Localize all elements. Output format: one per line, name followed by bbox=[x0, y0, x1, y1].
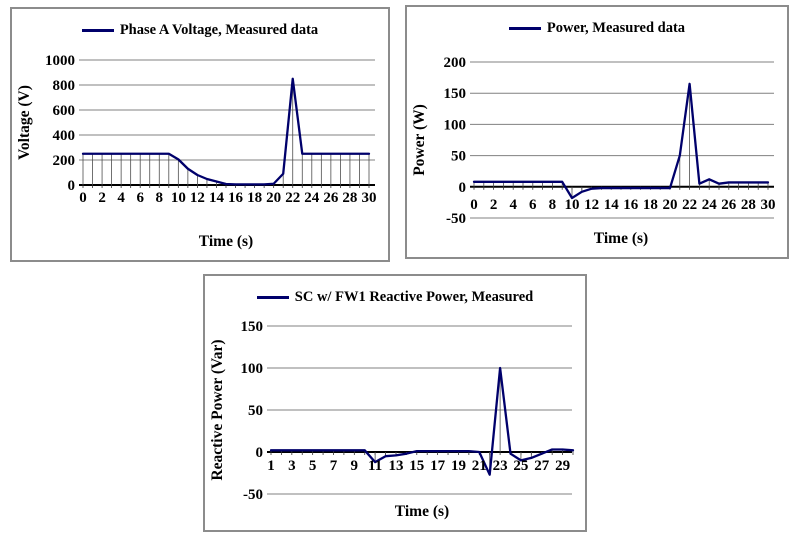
x-tick-label: 4 bbox=[509, 197, 517, 213]
x-tick-label: 16 bbox=[623, 197, 639, 213]
y-tick-label: 0 bbox=[459, 180, 467, 196]
y-tick-label: 50 bbox=[451, 149, 466, 165]
x-tick-label: 18 bbox=[247, 190, 262, 206]
x-tick-label: 24 bbox=[304, 190, 320, 206]
x-tick-label: 29 bbox=[555, 458, 570, 474]
x-tick-label: 18 bbox=[643, 197, 658, 213]
x-tick-label: 13 bbox=[388, 458, 403, 474]
data-line bbox=[81, 77, 371, 186]
x-tick-label: 10 bbox=[565, 197, 580, 213]
y-tick-label: 1000 bbox=[45, 53, 75, 69]
x-tick-label: 30 bbox=[761, 197, 776, 213]
x-tick-label: 20 bbox=[266, 190, 281, 206]
x-tick-label: 22 bbox=[682, 197, 697, 213]
x-tick-label: 3 bbox=[288, 458, 296, 474]
data-line bbox=[269, 366, 575, 476]
x-tick-label: 17 bbox=[430, 458, 446, 474]
legend-label: Phase A Voltage, Measured data bbox=[119, 21, 319, 38]
y-tick-label: 200 bbox=[53, 153, 76, 169]
x-tick-label: 8 bbox=[156, 190, 164, 206]
x-tick-label: 4 bbox=[117, 190, 125, 206]
y-tick-label: -50 bbox=[243, 487, 263, 503]
voltage-chart-panel: Phase A Voltage, Measured data 0 200 400 60… bbox=[10, 7, 390, 262]
x-tick-label: 12 bbox=[190, 190, 205, 206]
x-tick-label: 11 bbox=[368, 458, 382, 474]
y-tick-label: 150 bbox=[444, 86, 467, 102]
x-tick-label: 8 bbox=[549, 197, 557, 213]
x-tick-label: 24 bbox=[702, 197, 718, 213]
y-tick-label: 50 bbox=[248, 403, 263, 419]
y-tick-label: 600 bbox=[53, 103, 76, 119]
x-tick-label: 7 bbox=[330, 458, 338, 474]
y-axis-title: Voltage (V) bbox=[16, 85, 33, 160]
x-axis-title: Time (s) bbox=[395, 503, 449, 520]
y-tick-label: 800 bbox=[53, 78, 76, 94]
x-tick-label: 28 bbox=[741, 197, 756, 213]
x-tick-label: 26 bbox=[323, 190, 339, 206]
y-axis-title: Reactive Power (Var) bbox=[209, 339, 226, 480]
x-tick-label: 2 bbox=[490, 197, 498, 213]
reactive-power-chart-panel: SC w/ FW1 Reactive Power, Measured -50 0 5… bbox=[203, 274, 587, 532]
legend-line-marker bbox=[256, 295, 289, 299]
reactive-power-legend: SC w/ FW1 Reactive Power, Measured bbox=[205, 276, 585, 310]
x-tick-label: 23 bbox=[493, 458, 508, 474]
legend-line-marker bbox=[508, 26, 541, 30]
x-tick-label: 28 bbox=[342, 190, 357, 206]
x-tick-label: 14 bbox=[209, 190, 225, 206]
x-tick-label: 27 bbox=[534, 458, 550, 474]
x-tick-label: 6 bbox=[136, 190, 144, 206]
x-tick-label: 2 bbox=[98, 190, 106, 206]
y-tick-label: 100 bbox=[444, 117, 467, 133]
power-chart-panel: Power, Measured data -50 0 50 100 150 200 0 2 4 6… bbox=[405, 5, 789, 259]
y-tick-label: 100 bbox=[241, 361, 264, 377]
x-tick-label: 0 bbox=[79, 190, 87, 206]
x-tick-label: 12 bbox=[584, 197, 599, 213]
y-tick-label: 0 bbox=[68, 178, 76, 194]
legend-label: Power, Measured data bbox=[546, 19, 686, 36]
y-tick-label: 400 bbox=[53, 128, 76, 144]
x-tick-label: 26 bbox=[721, 197, 737, 213]
x-tick-label: 14 bbox=[604, 197, 620, 213]
x-tick-label: 19 bbox=[451, 458, 466, 474]
x-axis-title: Time (s) bbox=[594, 230, 648, 247]
x-tick-label: 5 bbox=[309, 458, 317, 474]
y-tick-label: 0 bbox=[256, 445, 264, 461]
power-legend: Power, Measured data bbox=[407, 7, 787, 41]
x-tick-label: 22 bbox=[285, 190, 300, 206]
x-tick-label: 20 bbox=[663, 197, 678, 213]
x-tick-label: 1 bbox=[267, 458, 275, 474]
x-tick-label: 10 bbox=[171, 190, 186, 206]
x-tick-label: 9 bbox=[351, 458, 359, 474]
y-tick-label: 150 bbox=[241, 319, 264, 335]
x-tick-label: 30 bbox=[362, 190, 377, 206]
x-axis-title: Time (s) bbox=[199, 233, 253, 250]
x-tick-label: 6 bbox=[529, 197, 537, 213]
legend-line-marker bbox=[81, 28, 114, 32]
y-tick-label: 200 bbox=[444, 55, 467, 71]
x-tick-label: 25 bbox=[513, 458, 528, 474]
y-tick-label: -50 bbox=[446, 211, 466, 227]
data-line bbox=[472, 82, 770, 200]
x-tick-label: 21 bbox=[472, 458, 487, 474]
x-tick-label: 16 bbox=[228, 190, 244, 206]
x-tick-label: 15 bbox=[409, 458, 424, 474]
y-axis-title: Power (W) bbox=[411, 104, 428, 176]
legend-label: SC w/ FW1 Reactive Power, Measured bbox=[294, 288, 534, 305]
voltage-legend: Phase A Voltage, Measured data bbox=[12, 9, 388, 43]
x-tick-label: 0 bbox=[470, 197, 478, 213]
